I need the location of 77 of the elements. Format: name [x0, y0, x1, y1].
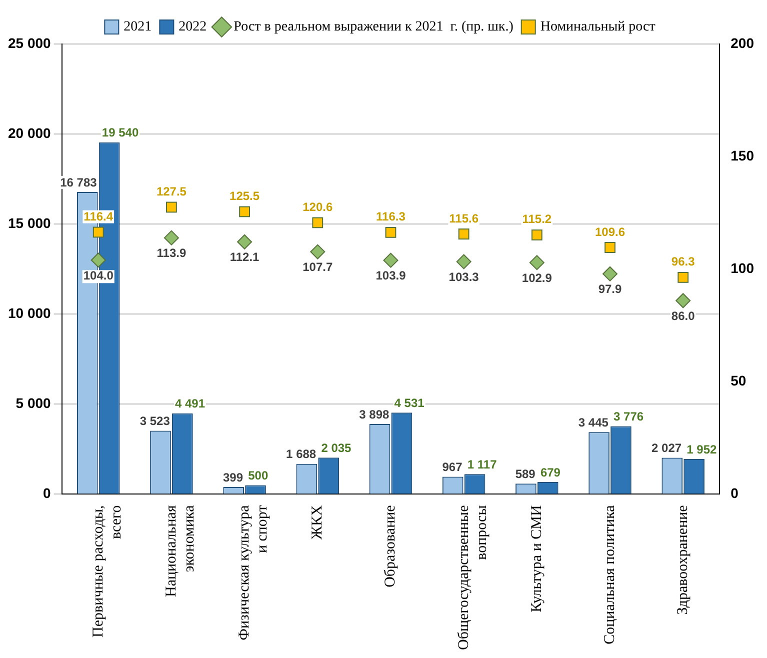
data-label: 1 688 [286, 447, 316, 462]
data-label: 1 117 [467, 457, 498, 472]
point [383, 252, 398, 268]
y-tick-label: 20 000 [8, 124, 52, 141]
y-tick-label: 0 [43, 485, 52, 502]
point [312, 217, 324, 228]
point [678, 272, 689, 283]
data-label: 116.4 [84, 210, 114, 224]
point [237, 234, 252, 250]
data-label: 109.6 [594, 224, 626, 239]
point [310, 244, 326, 260]
y-tick-label: 15 000 [8, 214, 52, 231]
data-label: 127.5 [156, 184, 187, 199]
y2-tick-label: 50 [730, 372, 746, 389]
data-label: 112.1 [230, 250, 260, 264]
data-label: 3 523 [140, 414, 170, 428]
data-label: 103.9 [376, 268, 406, 283]
y-tick-label: 25 000 [8, 34, 52, 51]
legend-label: Номинальный рост [540, 20, 656, 35]
y2-tick-label: 100 [730, 260, 754, 276]
y2-tick-label: 200 [730, 34, 754, 51]
data-label: 86.0 [671, 308, 696, 323]
point [604, 242, 616, 253]
data-label: 102.9 [522, 270, 552, 285]
point [529, 255, 544, 270]
legend-label: Рост в реальном выражении к 2021 г. (пр. шк.) [234, 20, 514, 35]
point [676, 293, 691, 308]
data-label: 2 027 [652, 441, 682, 456]
data-label: 2 035 [321, 440, 352, 455]
data-label: 500 [248, 468, 268, 483]
y2-tick-label: 150 [730, 147, 754, 164]
point [531, 229, 542, 240]
data-label: 19 540 [102, 126, 139, 140]
legend-label: 2021 [124, 20, 152, 35]
data-label: 107.7 [302, 260, 333, 274]
data-label: 120.6 [302, 200, 333, 214]
data-label: 97.9 [598, 282, 622, 296]
x-tick-label: Первичные расходы, всего [90, 505, 124, 638]
point [385, 226, 396, 238]
point [166, 202, 177, 213]
point [458, 228, 470, 240]
y-tick-label: 10 000 [8, 304, 52, 321]
point [92, 226, 104, 238]
data-label: 116.3 [376, 210, 406, 224]
x-tick-label: Культура и СМИ [528, 505, 545, 612]
data-label: 3 898 [359, 407, 390, 422]
x-tick-label: Здравоохранение [675, 504, 692, 615]
data-label: 125.5 [230, 189, 260, 204]
data-label: 115.6 [449, 211, 479, 226]
data-label: 589 [515, 466, 536, 481]
data-label: 4 531 [394, 396, 425, 410]
y2-tick-label: 0 [730, 485, 739, 502]
point [239, 206, 250, 218]
y-tick-label: 5 000 [16, 395, 52, 412]
point [456, 254, 472, 270]
data-label: 104.0 [83, 268, 114, 282]
data-label: 399 [222, 470, 244, 484]
x-tick-label: ЖКХ [310, 505, 326, 540]
data-label: 679 [540, 465, 561, 480]
data-label: 4 491 [175, 396, 206, 411]
data-label: 967 [442, 460, 463, 474]
x-tick-label: Образование [382, 504, 399, 588]
data-label: 16 783 [60, 175, 98, 190]
data-label: 3 776 [614, 410, 644, 424]
data-label: 1 952 [686, 442, 717, 456]
data-label: 103.3 [448, 270, 480, 284]
legend-label: 2022 [178, 20, 207, 35]
point [90, 252, 106, 268]
data-label: 115.2 [522, 212, 552, 226]
x-tick-label: Физическая культура и спорт [236, 504, 270, 640]
data-label: 96.3 [671, 254, 696, 269]
point [602, 266, 618, 282]
x-tick-label: Общегосударственные вопросы [456, 504, 490, 650]
data-label: 113.9 [156, 246, 186, 260]
data-label: 3 445 [578, 415, 609, 430]
point [164, 230, 179, 246]
x-tick-label: Социальная политика [602, 504, 618, 644]
